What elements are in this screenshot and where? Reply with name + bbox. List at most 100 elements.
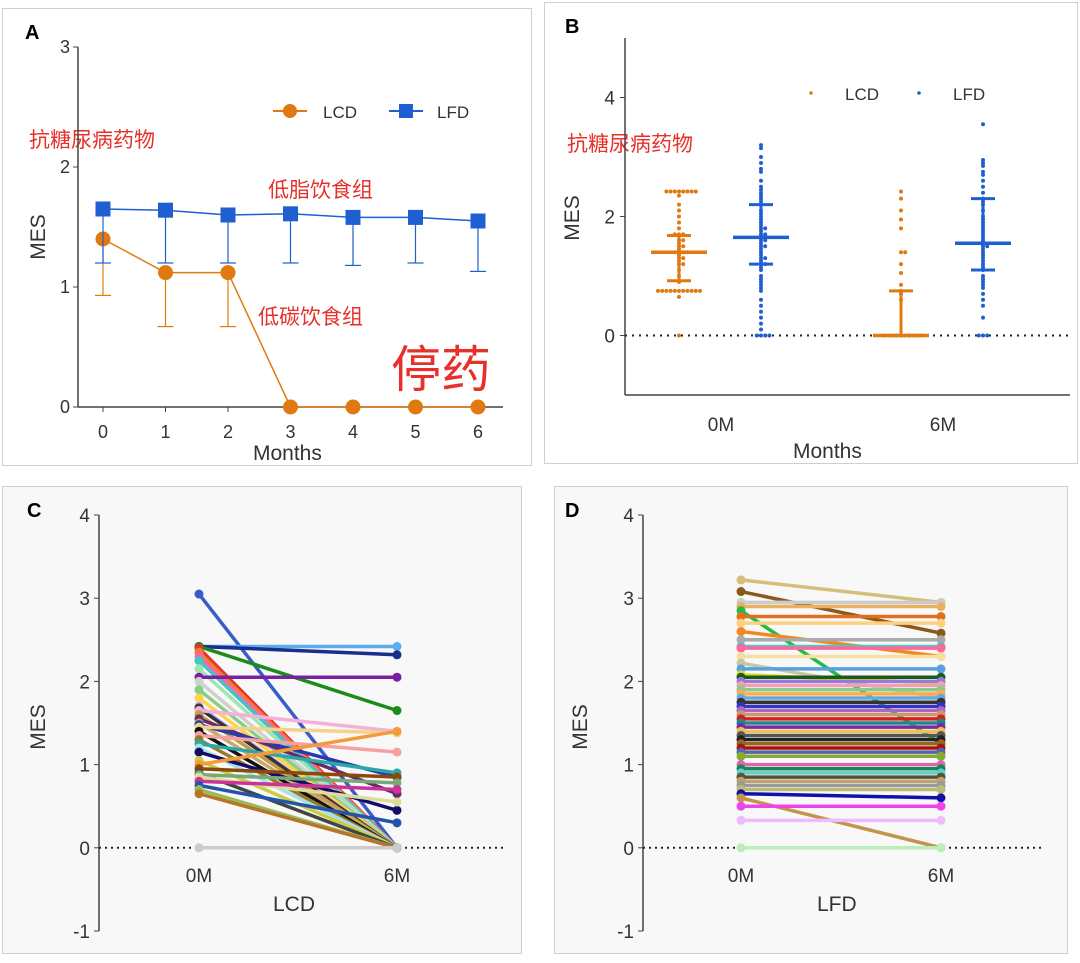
data-point-lcd-0m [681, 238, 686, 243]
subject-point-6m-c [392, 785, 402, 795]
y-tick-label-d: 1 [623, 756, 634, 777]
y-tick-label-d: 3 [623, 589, 634, 610]
y-tick-label-b: 4 [604, 89, 615, 110]
data-point-lfd [95, 201, 111, 217]
y-tick-label-c: 4 [79, 506, 90, 527]
data-point-lcd [408, 399, 423, 415]
chart-a-ylabel: MES [27, 214, 50, 260]
data-point-lfd-0m [763, 226, 768, 231]
data-point-lfd-0m [759, 315, 763, 320]
chart-d-xlabel: LFD [817, 893, 857, 916]
data-point-lfd-6m [981, 291, 985, 296]
data-point-lfd-0m [767, 333, 772, 338]
data-point-lfd-0m [759, 279, 763, 284]
panel-d-label: D [565, 500, 579, 522]
subject-point-6m-d [936, 602, 946, 612]
data-point-lfd-0m [759, 303, 763, 308]
subject-point-6m-c [392, 778, 402, 788]
x-tick-label-b: 6M [930, 415, 956, 436]
data-point-lfd [220, 207, 236, 223]
annotation-low-fat-group: 低脂饮食组 [268, 179, 373, 202]
subject-point-0m-c [194, 676, 204, 686]
data-point-lfd-6m [981, 297, 985, 302]
data-point-lfd-0m [759, 276, 763, 281]
y-tick-label-c: 0 [79, 839, 90, 860]
data-point-lcd-0m [685, 288, 690, 293]
data-point-lfd-6m [981, 190, 985, 195]
annotation-antidiabetic-b: 抗糖尿病药物 [567, 133, 693, 156]
data-point-lfd-6m [981, 333, 985, 338]
y-tick-label-d: -1 [617, 922, 634, 943]
data-point-lfd [408, 209, 423, 225]
x-tick-label-c: 6M [384, 866, 410, 887]
data-point-lfd-0m [759, 199, 763, 204]
data-point-lcd-0m [664, 288, 669, 293]
data-point-lfd-6m [985, 333, 990, 338]
y-tick-label-d: 4 [623, 506, 634, 527]
subject-point-6m-c [392, 650, 402, 660]
chart-a-xlabel: Months [253, 442, 322, 465]
data-point-lfd [158, 202, 173, 218]
data-point-lcd-0m [664, 189, 669, 194]
data-point-lfd-6m [981, 122, 985, 127]
data-point-lfd-0m [759, 169, 763, 174]
data-point-lcd-0m [672, 189, 677, 194]
data-point-lfd-0m [763, 256, 768, 261]
y-tick-label-b: 0 [604, 327, 615, 348]
data-point-lfd-6m [981, 285, 985, 290]
chart-c-svg: C LCD MES -1 0 1 2 3 4 0M 6M [27, 500, 503, 943]
data-point-lcd [158, 265, 173, 281]
data-point-lfd-6m [981, 169, 985, 174]
data-point-lfd-0m [759, 184, 763, 189]
data-point-lcd-6m [899, 271, 903, 276]
legend-lfd-label: LFD [437, 103, 469, 122]
data-point-lcd-0m [685, 189, 690, 194]
data-point-lcd-0m [660, 288, 665, 293]
data-point-lcd-0m [677, 294, 681, 299]
y-tick-label-a: 1 [60, 277, 70, 297]
data-point-lcd-0m [668, 288, 673, 293]
subject-line-c [198, 708, 398, 734]
data-point-lfd-0m [763, 232, 768, 237]
subject-line-c [198, 746, 398, 850]
chart-b-svg: B Months MES 抗糖尿病药物 LCD LFD 0 2 4 0M 6M [561, 16, 1070, 463]
y-tick-label-a: 0 [60, 397, 70, 417]
chart-c-ylabel: MES [27, 704, 50, 750]
subject-point-6m-d [936, 793, 946, 803]
subject-point-6m-c [392, 805, 402, 815]
chart-b-xlabel: Months [793, 440, 862, 463]
y-tick-label-b: 2 [604, 208, 615, 229]
data-point-lcd-6m [899, 262, 903, 267]
x-tick-label-a: 6 [473, 422, 483, 442]
data-point-lfd-0m [759, 178, 763, 183]
data-point-lfd-6m [981, 178, 985, 183]
subject-point-6m-d [936, 628, 946, 638]
subject-line-d [740, 791, 942, 800]
chart-c-xlabel: LCD [273, 893, 315, 916]
data-point-lcd-0m [672, 288, 677, 293]
annotation-low-carb-group: 低碳饮食组 [258, 306, 363, 329]
data-point-lcd-0m [693, 189, 698, 194]
subject-point-6m-d [936, 843, 946, 853]
data-point-lfd-0m [759, 265, 763, 270]
subject-point-6m-d [936, 618, 946, 628]
data-point-lcd-0m [698, 288, 702, 293]
data-point-lfd-0m [759, 282, 763, 287]
data-point-lfd-0m [759, 166, 763, 171]
subject-point-6m-c [392, 818, 402, 828]
subject-point-6m-d [936, 651, 946, 661]
subject-point-6m-d [936, 635, 946, 645]
data-point-lfd-6m [985, 244, 990, 249]
subject-point-6m-d [936, 643, 946, 653]
panel-b-label: B [565, 16, 579, 38]
y-tick-label-d: 0 [623, 839, 634, 860]
data-point-lcd [220, 265, 236, 281]
data-point-lcd-0m [689, 189, 694, 194]
legend-lcd-label: LCD [323, 103, 357, 122]
data-point-lfd-6m [981, 279, 985, 284]
data-point-lcd-6m [899, 196, 903, 201]
data-point-lcd-0m [677, 333, 681, 338]
subject-point-0m-d [736, 587, 746, 597]
data-point-lfd-0m [763, 238, 768, 243]
data-point-lcd-0m [693, 288, 698, 293]
